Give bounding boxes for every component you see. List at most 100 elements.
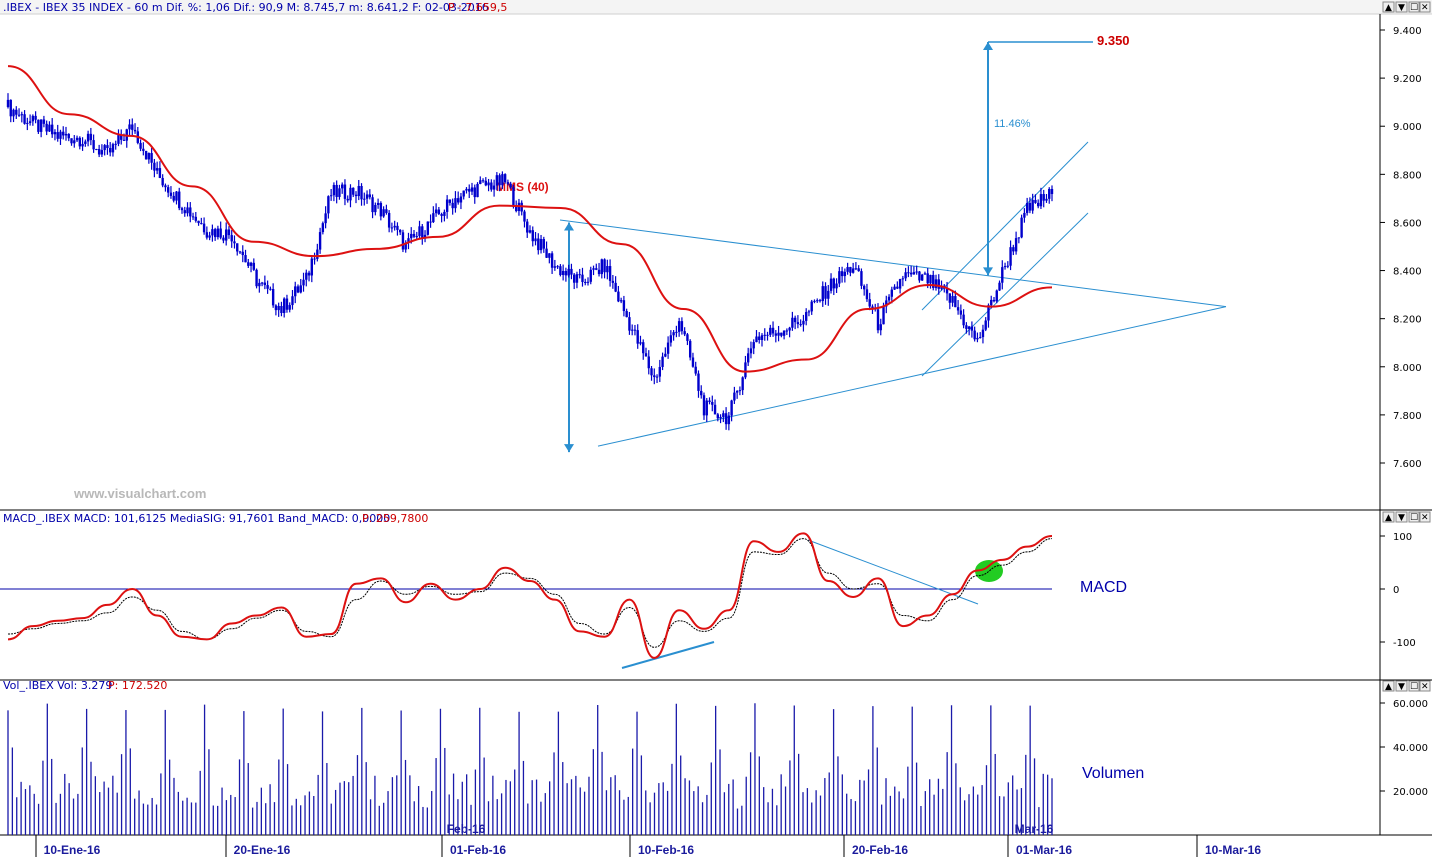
price-bar-body <box>111 144 115 153</box>
price-tick-label: 7.600 <box>1393 459 1422 470</box>
date-tick-label: 10-Ene-16 <box>44 843 101 857</box>
price-bar-body <box>570 268 573 275</box>
macd-axis-ticks: -100 0 100 <box>1380 532 1416 649</box>
price-bar-body <box>365 194 369 199</box>
vol-scroll-down-button[interactable] <box>1395 680 1408 692</box>
price-bar-body <box>404 242 407 250</box>
vol-close-button[interactable] <box>1419 680 1431 692</box>
price-bar-body <box>6 99 10 107</box>
price-bar-body <box>807 311 811 313</box>
scroll-down-button[interactable] <box>1395 1 1408 13</box>
price-bar-body <box>832 278 836 289</box>
vol-scroll-up-button[interactable] <box>1382 680 1395 692</box>
price-bar-body <box>379 202 383 217</box>
price-bar-body <box>100 150 104 155</box>
maximize-icon: ☐ <box>1410 3 1418 13</box>
price-bar-body <box>236 243 239 252</box>
price-bar-body <box>59 131 62 139</box>
macd-maximize-icon: ☐ <box>1410 513 1418 523</box>
price-bar-body <box>189 207 192 217</box>
price-bar-body <box>528 230 532 233</box>
price-bar-body <box>697 373 700 391</box>
price-bar-body <box>271 289 275 306</box>
price-bar-body <box>1012 247 1015 252</box>
price-bar-body <box>780 332 783 336</box>
price-bar-body <box>915 271 918 273</box>
macd-tick-label: -100 <box>1393 638 1416 649</box>
price-bar-body <box>854 268 858 270</box>
close-button[interactable] <box>1419 1 1431 13</box>
price-bar-body <box>432 213 435 223</box>
price-bar-body <box>904 272 907 279</box>
price-bar-body <box>705 400 708 416</box>
price-bar-body <box>241 251 244 256</box>
target-label: 9.350 <box>1097 33 1130 48</box>
price-tick-label: 8.400 <box>1393 267 1422 278</box>
price-bar-body <box>589 269 592 282</box>
price-bar-body <box>548 253 551 258</box>
vol-header-info: Vol_.IBEX Vol: 3.279 <box>3 679 112 692</box>
price-bar-body <box>752 342 755 349</box>
price-bar-body <box>260 282 264 284</box>
price-bar-body <box>843 271 847 277</box>
price-bar-body <box>708 400 711 403</box>
volume-tick-label: 40.000 <box>1393 743 1428 754</box>
vol-maximize-button[interactable] <box>1408 680 1420 692</box>
price-bar-body <box>258 282 261 287</box>
price-bar-body <box>299 285 302 293</box>
macd-scroll-up-button[interactable] <box>1382 511 1395 523</box>
price-bar-body <box>106 145 109 149</box>
price-bar-body <box>829 278 833 291</box>
price-bar-body <box>893 286 896 290</box>
price-bar-body <box>981 329 985 338</box>
price-bar-body <box>230 235 233 242</box>
price-bar-body <box>719 416 722 419</box>
price-bar-body <box>139 142 142 149</box>
price-bar-body <box>393 225 396 228</box>
price-bar-body <box>614 282 617 292</box>
price-bar-body <box>550 253 554 268</box>
price-bar-body <box>514 206 518 212</box>
macd-maximize-button[interactable] <box>1408 511 1420 523</box>
price-bar-body <box>42 119 46 124</box>
price-bar-body <box>202 223 206 233</box>
price-bar-body <box>813 300 816 302</box>
price-bar-body <box>978 337 982 339</box>
price-bar-body <box>901 278 905 280</box>
price-bar-body <box>733 392 736 401</box>
macd-scroll-down-button[interactable] <box>1395 511 1408 523</box>
price-bar-body <box>700 390 703 396</box>
scroll-up-button[interactable] <box>1382 1 1395 13</box>
price-bar-body <box>280 306 283 314</box>
price-bar-body <box>95 148 98 150</box>
price-bar-body <box>1003 266 1007 268</box>
price-bar-body <box>965 325 968 329</box>
price-bar-body <box>746 353 750 363</box>
price-bar-body <box>934 279 938 288</box>
price-bar-body <box>407 238 410 243</box>
price-bar-body <box>1025 202 1029 213</box>
macd-pane-window-controls: ▲ ▼ ☐ ✕ <box>1382 511 1431 523</box>
maximize-button[interactable] <box>1408 1 1420 13</box>
price-bar-body <box>288 305 291 310</box>
price-bar-body <box>954 296 957 308</box>
price-bar-body <box>70 138 73 144</box>
price-bar-body <box>890 289 894 297</box>
price-bar-body <box>382 209 385 217</box>
price-bar-body <box>1006 265 1010 267</box>
price-bar-body <box>962 314 965 326</box>
price-bar-body <box>357 185 360 197</box>
price-bar-body <box>735 391 739 393</box>
price-bar-body <box>175 191 178 201</box>
price-bar-body <box>277 306 280 311</box>
price-bar-body <box>871 306 874 309</box>
macd-signal-line <box>7 538 1053 648</box>
price-bar-body <box>352 187 355 195</box>
price-bar-body <box>219 228 222 238</box>
date-tick-label: 20-Ene-16 <box>234 843 291 857</box>
price-bar-body <box>992 299 996 302</box>
macd-close-button[interactable] <box>1419 511 1431 523</box>
price-bar-body <box>1039 194 1043 207</box>
price-bar-body <box>490 182 493 190</box>
